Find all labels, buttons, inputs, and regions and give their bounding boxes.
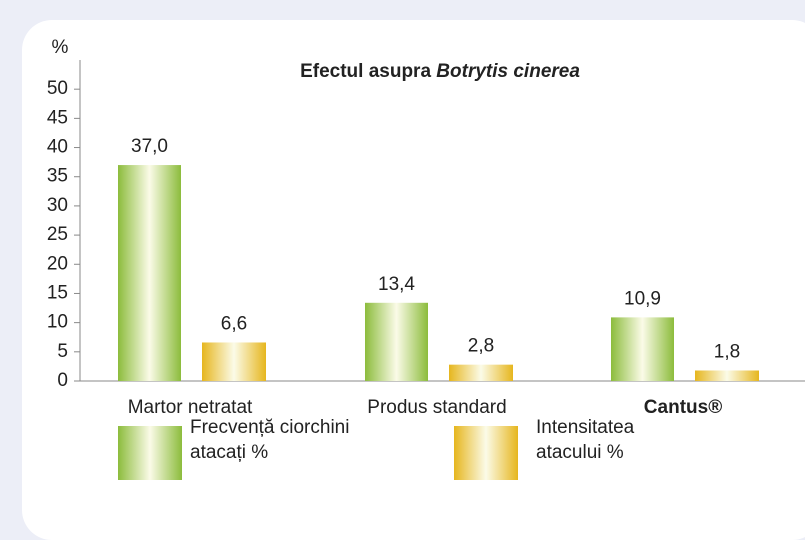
data-label: 1,8 [714,342,740,363]
y-tick-label: 10 [47,312,68,333]
y-axis-label: % [52,37,69,58]
x-tick-label: Produs standard [367,397,506,418]
bar [365,302,428,381]
data-label: 37,0 [131,136,168,157]
y-tick-label: 30 [47,195,68,216]
page: Efectul asupra Botrytis cinerea % 0 5 10 15… [22,20,805,540]
y-tick-label: 5 [57,341,68,362]
bar [611,317,674,381]
y-tick-label: 50 [47,78,68,99]
x-tick-label: Martor netratat [128,397,253,418]
bar [202,342,266,381]
bar [449,364,513,381]
y-tick-label: 20 [47,253,68,274]
y-tick-label: 35 [47,166,68,187]
data-label: 6,6 [221,313,247,334]
y-tick-label: 25 [47,224,68,245]
chart: Efectul asupra Botrytis cinerea % 0 5 10 15… [47,37,805,480]
bar [118,165,181,381]
legend-swatch [118,426,182,480]
data-label: 2,8 [468,336,494,357]
y-tick-label: 45 [47,107,68,128]
data-label: 10,9 [624,288,661,309]
x-tick-label: Cantus® [644,397,722,418]
y-tick-label: 0 [57,370,68,391]
bar [695,370,759,381]
legend-label: Frecvență ciorchini atacați % [190,417,350,463]
y-tick-label: 40 [47,137,68,158]
legend-label: Intensitatea atacului % [536,417,635,463]
title-part: Efectul asupra [300,61,436,82]
data-label: 13,4 [378,274,415,295]
chart-title: Efectul asupra Botrytis cinerea [300,61,580,82]
legend-swatch [454,426,518,480]
y-tick-label: 15 [47,282,68,303]
title-part: Botrytis cinerea [436,61,580,82]
